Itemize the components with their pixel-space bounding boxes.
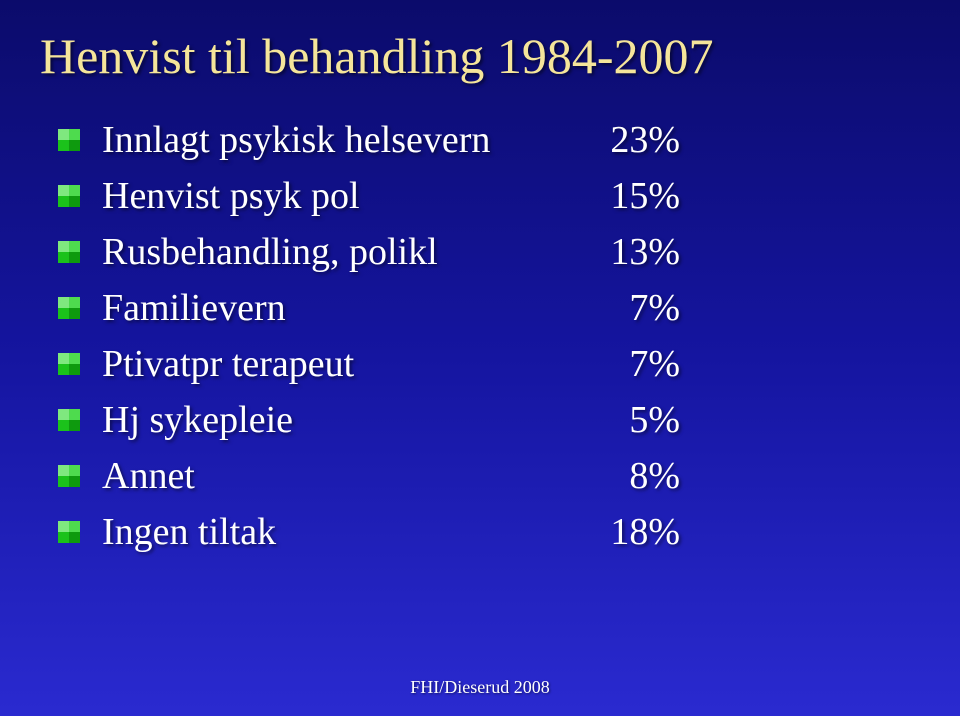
footer-text: FHI/Dieserud 2008 <box>0 677 960 698</box>
item-label: Annet <box>102 454 195 498</box>
list-item: Hj sykepleie 5% <box>58 398 920 442</box>
item-value: 15% <box>570 174 920 218</box>
item-value: 8% <box>570 454 920 498</box>
list-item: Henvist psyk pol 15% <box>58 174 920 218</box>
bullet-icon <box>58 409 80 431</box>
list-item: Ptivatpr terapeut 7% <box>58 342 920 386</box>
bullet-icon <box>58 185 80 207</box>
slide-title: Henvist til behandling 1984-2007 <box>40 28 920 86</box>
item-label: Rusbehandling, polikl <box>102 230 438 274</box>
item-label: Ingen tiltak <box>102 510 276 554</box>
bullet-icon <box>58 129 80 151</box>
list-item: Familievern 7% <box>58 286 920 330</box>
bullet-icon <box>58 297 80 319</box>
item-list: Innlagt psykisk helsevern 23% Henvist ps… <box>58 118 920 554</box>
item-value: 7% <box>570 342 920 386</box>
list-item: Ingen tiltak 18% <box>58 510 920 554</box>
item-value: 13% <box>570 230 920 274</box>
list-item: Rusbehandling, polikl 13% <box>58 230 920 274</box>
item-label: Ptivatpr terapeut <box>102 342 354 386</box>
item-label: Henvist psyk pol <box>102 174 360 218</box>
item-value: 7% <box>570 286 920 330</box>
item-value: 5% <box>570 398 920 442</box>
item-value: 23% <box>570 118 920 162</box>
slide: Henvist til behandling 1984-2007 Innlagt… <box>0 0 960 716</box>
item-label: Hj sykepleie <box>102 398 293 442</box>
bullet-icon <box>58 521 80 543</box>
item-label: Innlagt psykisk helsevern <box>102 118 490 162</box>
list-item: Annet 8% <box>58 454 920 498</box>
item-value: 18% <box>570 510 920 554</box>
bullet-icon <box>58 465 80 487</box>
item-label: Familievern <box>102 286 286 330</box>
bullet-icon <box>58 241 80 263</box>
bullet-icon <box>58 353 80 375</box>
list-item: Innlagt psykisk helsevern 23% <box>58 118 920 162</box>
